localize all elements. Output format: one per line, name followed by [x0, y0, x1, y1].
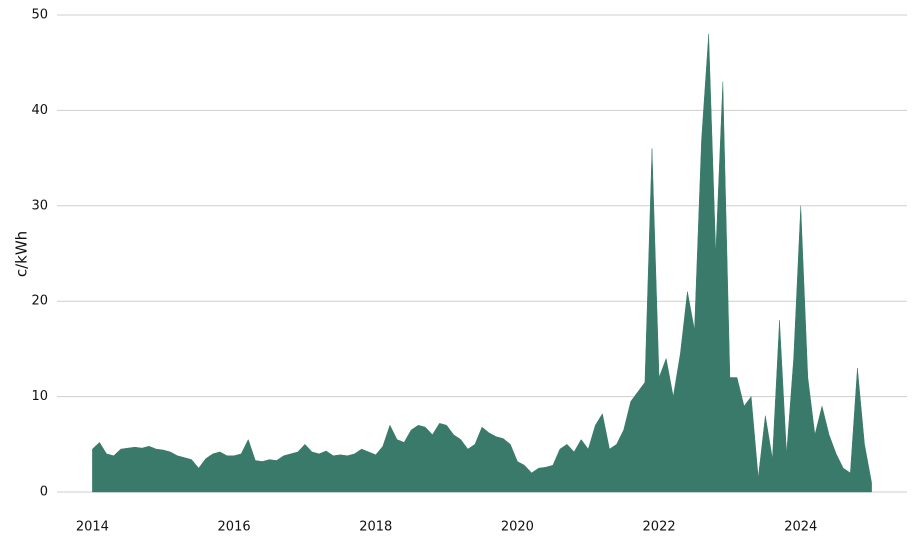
x-tick-label: 2020	[501, 520, 534, 535]
y-tick-label: 30	[31, 198, 48, 213]
y-axis-label: c/kWh	[13, 231, 31, 277]
x-tick-label: 2016	[218, 520, 251, 535]
y-tick-label: 50	[31, 8, 48, 23]
x-tick-label: 2024	[784, 520, 817, 535]
x-tick-label: 2022	[643, 520, 676, 535]
y-tick-label: 40	[31, 103, 48, 118]
x-tick-label: 2018	[359, 520, 392, 535]
x-tick-label: 2014	[76, 520, 109, 535]
y-tick-label: 0	[40, 485, 48, 500]
area	[92, 34, 872, 493]
y-tick-label: 10	[31, 389, 48, 404]
y-tick-label: 20	[31, 294, 48, 309]
